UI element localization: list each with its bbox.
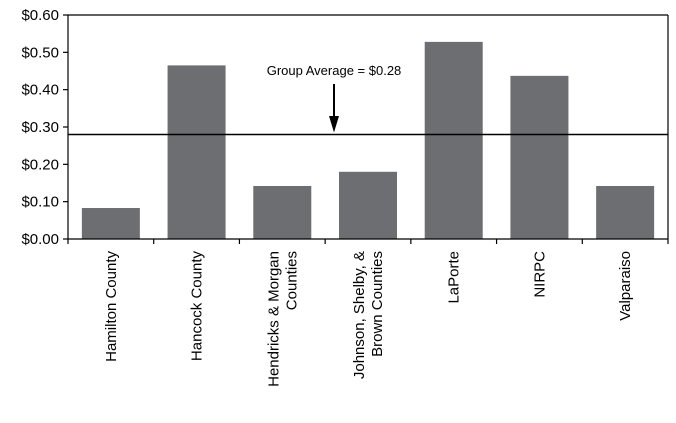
bar [167, 65, 226, 240]
x-category-label: Valparaiso [617, 251, 634, 321]
x-category-label: Brown Counties [369, 251, 386, 357]
y-axis-ticks: $0.00 $0.10 $0.20 $0.30 $0.40 $0.50 $0.60 [21, 7, 68, 248]
x-category-label: Counties [283, 251, 300, 310]
x-category-label: NIRPC [531, 251, 548, 298]
x-category-label: Hancock County [189, 251, 206, 362]
y-tick-label: $0.50 [21, 44, 59, 61]
bar [596, 185, 655, 239]
bar [424, 41, 483, 239]
x-category-label: LaPorte [446, 251, 463, 304]
group-average-label: Group Average = $0.28 [267, 63, 402, 78]
y-tick-label: $0.60 [21, 7, 59, 24]
x-category-label: Hamilton County [103, 251, 120, 362]
y-tick-label: $0.40 [21, 82, 59, 99]
bars-group [81, 41, 655, 240]
y-tick-label: $0.10 [21, 194, 59, 211]
y-tick-label: $0.30 [21, 119, 59, 136]
bar [81, 208, 140, 239]
y-tick-label: $0.00 [21, 231, 59, 248]
x-category-label: Johnson, Shelby, & [351, 251, 368, 379]
bar [510, 75, 569, 239]
y-tick-label: $0.20 [21, 156, 59, 173]
bar [339, 171, 397, 239]
group-average-arrowhead [329, 116, 339, 133]
x-axis-ticks [67, 239, 669, 244]
x-axis-category-labels: Hamilton County Hancock County Hendricks &… [103, 251, 634, 387]
x-category-label: Hendricks & Morgan [265, 251, 282, 387]
bar [253, 185, 312, 239]
